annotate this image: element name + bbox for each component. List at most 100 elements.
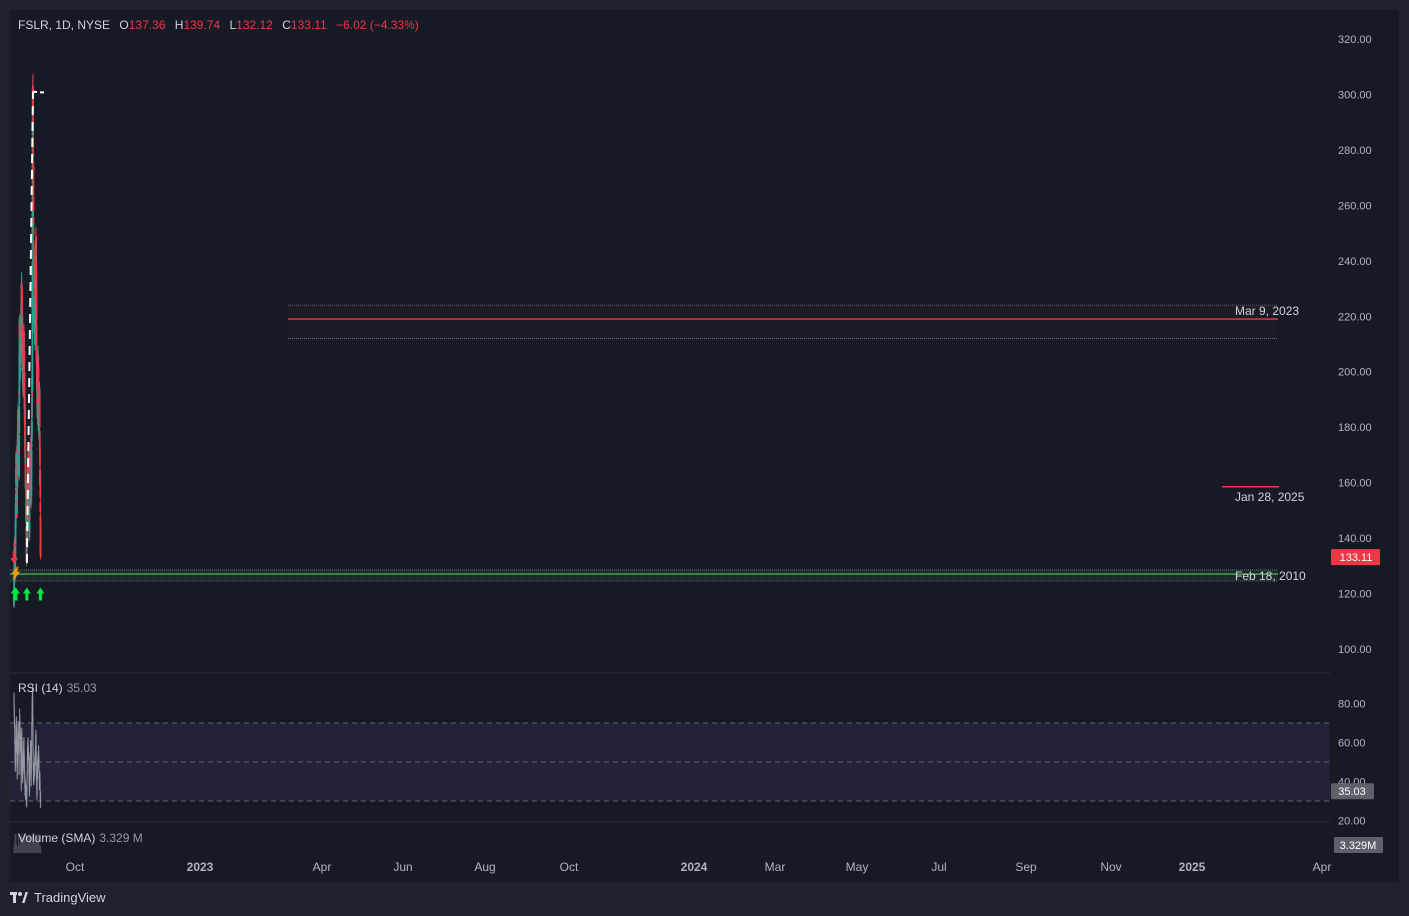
volume-bar — [17, 833, 20, 853]
candle-body — [32, 197, 35, 212]
volume-bar — [24, 836, 26, 853]
volume-bar — [19, 836, 21, 853]
rsi-line — [13, 684, 42, 808]
trend-line — [25, 91, 35, 564]
price-axis-tick: 100.00 — [1338, 644, 1372, 656]
price-badge — [1331, 549, 1380, 566]
buy-arrow-icon — [11, 587, 20, 601]
candle-body — [19, 367, 22, 372]
price-axis-tick: 300.00 — [1338, 89, 1372, 101]
candle-body — [39, 516, 42, 519]
volume-bar — [20, 833, 23, 853]
candle-body — [27, 455, 30, 460]
candle-body — [39, 472, 42, 479]
time-axis-tick: Mar — [765, 860, 786, 874]
candle-body — [18, 349, 21, 364]
rsi-badge — [1331, 783, 1374, 800]
candle-body — [38, 395, 41, 428]
volume-bar — [15, 834, 17, 853]
change-value: −6.02 (−4.33%) — [336, 18, 419, 32]
sell-arrow-icon — [10, 551, 19, 565]
candle-body — [31, 330, 34, 385]
price-axis-tick: 140.00 — [1338, 533, 1372, 545]
candle-body — [18, 452, 20, 478]
time-axis-tick: Oct — [66, 860, 85, 874]
price-axis-tick: 160.00 — [1338, 478, 1372, 490]
tradingview-logo-icon[interactable] — [10, 891, 28, 905]
candle-body — [39, 502, 42, 513]
time-axis-tick: 2025 — [1179, 860, 1206, 874]
price-axis-tick: 260.00 — [1338, 200, 1372, 212]
footer: TradingView — [10, 890, 106, 905]
candle-body — [25, 505, 28, 518]
rsi-title[interactable]: RSI (14) 35.03 — [18, 681, 97, 695]
candle-body — [24, 469, 27, 476]
open-label: O — [119, 18, 129, 32]
candle-body — [27, 482, 30, 493]
volume-bar — [25, 834, 27, 853]
price-axis-tick: 180.00 — [1338, 422, 1372, 434]
candle-body — [18, 406, 21, 417]
rsi-title-value: 35.03 — [66, 681, 97, 695]
volume-bar — [30, 837, 32, 853]
candle-body — [30, 421, 33, 432]
price-badge-label: 133.11 — [1340, 552, 1373, 564]
time-axis-tick: Nov — [1100, 860, 1121, 874]
time-axis-tick: Apr — [313, 860, 332, 874]
candle-body — [39, 545, 42, 558]
price-axis-tick: 220.00 — [1338, 311, 1372, 323]
volume-bar — [28, 836, 30, 853]
candle-body — [18, 435, 21, 451]
candle-body — [32, 228, 35, 235]
time-axis-tick: Sep — [1015, 860, 1037, 874]
rsi-axis-tick: 80.00 — [1338, 699, 1366, 711]
candle-body — [21, 337, 24, 352]
rsi-badge-label: 35.03 — [1338, 786, 1366, 798]
low-label: L — [229, 18, 237, 32]
volume-title[interactable]: Volume (SMA) 3.329 M — [18, 831, 143, 845]
candle-body — [38, 437, 41, 453]
candle-body — [26, 517, 29, 523]
price-axis-tick: 240.00 — [1338, 256, 1372, 268]
candle-body — [39, 522, 42, 552]
rsi-axis-tick: 20.00 — [1338, 816, 1366, 828]
candle-body — [39, 450, 41, 465]
price-axis-tick: 280.00 — [1338, 145, 1372, 157]
volume-bar — [33, 837, 35, 853]
time-axis-tick: Jun — [393, 860, 412, 874]
symbol-label[interactable]: FSLR, 1D, NYSE — [18, 18, 111, 32]
high-value: 139.74 — [183, 18, 221, 32]
candle-body — [32, 87, 34, 125]
rsi-axis-tick: 60.00 — [1338, 738, 1366, 750]
candle-body — [31, 213, 34, 256]
chart-frame — [10, 10, 1399, 882]
candle-body — [23, 331, 25, 338]
candle-body — [20, 328, 22, 355]
volume-bar — [27, 836, 30, 853]
close-label: C — [282, 18, 291, 32]
ohlc-legend: FSLR, 1D, NYSE O137.36 H139.74 L132.12 C… — [18, 18, 419, 32]
low-value: 132.12 — [236, 18, 273, 32]
volume-bar — [29, 837, 31, 853]
time-axis-tick: May — [846, 860, 869, 874]
candle-body — [39, 482, 42, 498]
candle-body — [14, 560, 17, 571]
candle-body — [23, 341, 26, 346]
rsi-title-label: RSI (14) — [18, 681, 63, 695]
candle-body — [34, 311, 37, 339]
candle-body — [31, 288, 34, 334]
candle-body — [32, 209, 35, 211]
candle-body — [32, 257, 35, 277]
volume-bar — [37, 838, 39, 853]
trend-line-cap — [32, 90, 47, 94]
brand-name[interactable]: TradingView — [34, 890, 106, 905]
close-value: 133.11 — [290, 18, 327, 32]
volume-bar — [35, 834, 37, 853]
level-label: Jan 28, 2025 — [1235, 490, 1305, 504]
time-axis-tick: 2023 — [187, 860, 214, 874]
volume-bar — [38, 834, 40, 853]
candle-body — [23, 350, 26, 362]
volume-badge — [1334, 837, 1383, 853]
level-zone — [10, 569, 1278, 582]
